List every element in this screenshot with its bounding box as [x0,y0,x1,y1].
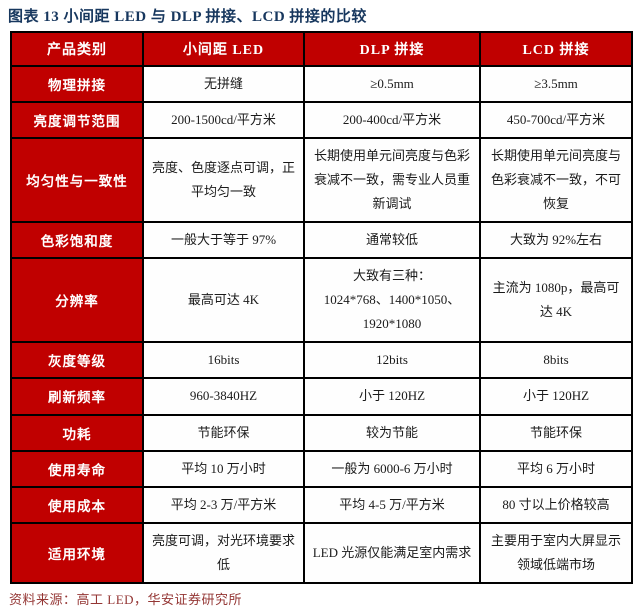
data-cell: ≥3.5mm [479,64,633,104]
data-cell: 200-1500cd/平方米 [142,101,305,140]
row-label: 功耗 [10,413,144,452]
data-cell: 节能环保 [479,413,633,452]
row-label: 适用环境 [10,521,144,584]
data-cell: 8bits [479,341,633,380]
data-cell: 平均 2-3 万/平方米 [142,485,305,524]
row-label: 使用成本 [10,485,144,524]
data-cell: 200-400cd/平方米 [303,101,481,140]
table-row: 亮度调节范围 200-1500cd/平方米 200-400cd/平方米 450-700… [10,101,633,140]
data-cell: 无拼缝 [142,64,305,104]
table-row: 功耗 节能环保 较为节能 节能环保 [10,413,633,452]
data-cell: 长期使用单元间亮度与色彩衰减不一致，不可恢复 [479,137,633,224]
data-cell: 960-3840HZ [142,377,305,416]
data-cell: 主流为 1080p，最高可达 4K [479,257,633,344]
data-cell: 12bits [303,341,481,380]
table-row: 使用成本 平均 2-3 万/平方米 平均 4-5 万/平方米 80 寸以上价格较高 [10,485,633,524]
data-cell: 通常较低 [303,221,481,260]
table-row: 色彩饱和度 一般大于等于 97% 通常较低 大致为 92%左右 [10,221,633,260]
data-cell: 最高可达 4K [142,257,305,344]
data-cell: 平均 4-5 万/平方米 [303,485,481,524]
row-label: 均匀性与一致性 [10,137,144,224]
column-header-2: DLP 拼接 [303,31,481,67]
data-cell: 小于 120HZ [303,377,481,416]
figure-title: 图表 13 小间距 LED 与 DLP 拼接、LCD 拼接的比较 [8,9,367,25]
data-cell: 小于 120HZ [479,377,633,416]
data-cell: 长期使用单元间亮度与色彩衰减不一致，需专业人员重新调试 [303,137,481,224]
data-cell: 大致为 92%左右 [479,221,633,260]
data-cell: 节能环保 [142,413,305,452]
table-row: 使用寿命 平均 10 万小时 一般为 6000-6 万小时 平均 6 万小时 [10,449,633,488]
data-cell: 一般为 6000-6 万小时 [303,449,481,488]
table-row: 均匀性与一致性 亮度、色度逐点可调，正平均匀一致 长期使用单元间亮度与色彩衰减不一致… [10,137,633,224]
table-row: 刷新频率 960-3840HZ 小于 120HZ 小于 120HZ [10,377,633,416]
table-row: 分辨率 最高可达 4K 大致有三种： 1024*768、1400*1050、1920… [10,257,633,344]
row-label: 色彩饱和度 [10,221,144,260]
data-cell: 一般大于等于 97% [142,221,305,260]
data-cell: 主要用于室内大屏显示领域低端市场 [479,521,633,584]
column-header-0: 产品类别 [10,31,144,67]
row-label: 灰度等级 [10,341,144,380]
source-note: 资料来源：高工 LED，华安证券研究所 [9,591,243,606]
row-label: 物理拼接 [10,64,144,104]
table-row: 物理拼接 无拼缝 ≥0.5mm ≥3.5mm [10,64,633,104]
row-label: 刷新频率 [10,377,144,416]
data-cell: 450-700cd/平方米 [479,101,633,140]
data-cell: LED 光源仅能满足室内需求 [303,521,481,584]
data-cell: 平均 6 万小时 [479,449,633,488]
row-label: 亮度调节范围 [10,101,144,140]
table-header-row: 产品类别 小间距 LED DLP 拼接 LCD 拼接 [10,31,633,67]
column-header-1: 小间距 LED [142,31,305,67]
comparison-table: 产品类别 小间距 LED DLP 拼接 LCD 拼接 物理拼接 无拼缝 ≥0.5mm ≥3.… [10,31,633,584]
data-cell: 亮度、色度逐点可调，正平均匀一致 [142,137,305,224]
data-cell: 亮度可调，对光环境要求低 [142,521,305,584]
data-cell: 16bits [142,341,305,380]
column-header-3: LCD 拼接 [479,31,633,67]
data-cell: 大致有三种： 1024*768、1400*1050、1920*1080 [303,257,481,344]
row-label: 分辨率 [10,257,144,344]
data-cell: ≥0.5mm [303,64,481,104]
table-row: 灰度等级 16bits 12bits 8bits [10,341,633,380]
data-cell: 较为节能 [303,413,481,452]
data-cell: 80 寸以上价格较高 [479,485,633,524]
row-label: 使用寿命 [10,449,144,488]
table-row: 适用环境 亮度可调，对光环境要求低 LED 光源仅能满足室内需求 主要用于室内大屏显示… [10,521,633,584]
data-cell: 平均 10 万小时 [142,449,305,488]
